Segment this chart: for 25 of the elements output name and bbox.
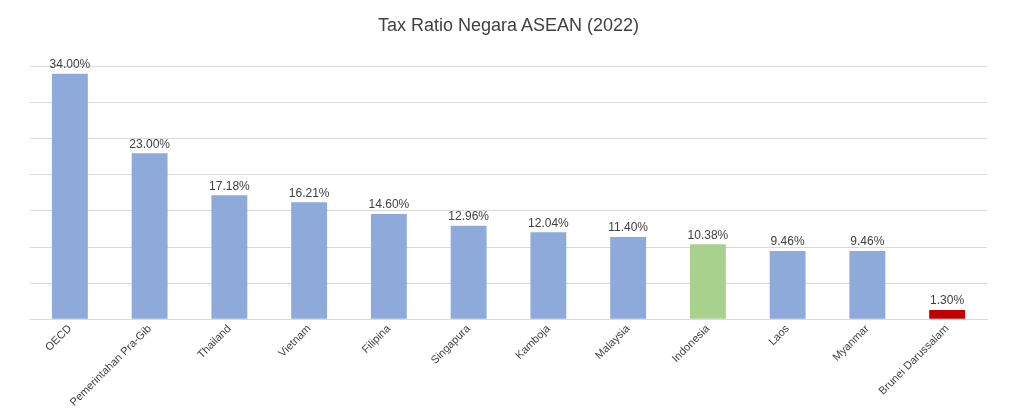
bar xyxy=(530,232,567,319)
bar xyxy=(450,225,487,319)
bar xyxy=(769,250,806,319)
data-label: 17.18% xyxy=(209,178,251,193)
chart-title: Tax Ratio Negara ASEAN (2022) xyxy=(377,14,640,35)
data-label: 34.00% xyxy=(49,57,91,72)
bar xyxy=(929,309,966,319)
bar xyxy=(610,236,647,319)
bar xyxy=(291,202,328,319)
data-label: 14.60% xyxy=(368,197,410,212)
data-label: 16.21% xyxy=(288,185,330,200)
data-label: 12.04% xyxy=(528,215,570,230)
bar xyxy=(211,195,248,319)
bar xyxy=(51,73,88,319)
data-label: 12.96% xyxy=(448,209,490,224)
data-label: 9.46% xyxy=(850,234,885,249)
bar xyxy=(131,153,168,319)
data-label: 9.46% xyxy=(770,234,805,249)
data-label: 1.30% xyxy=(930,293,965,308)
bar xyxy=(849,250,886,319)
data-label: 11.40% xyxy=(608,220,649,235)
bar xyxy=(689,244,726,319)
bar xyxy=(370,213,407,319)
data-label: 23.00% xyxy=(129,136,171,151)
data-label: 10.38% xyxy=(687,227,729,242)
